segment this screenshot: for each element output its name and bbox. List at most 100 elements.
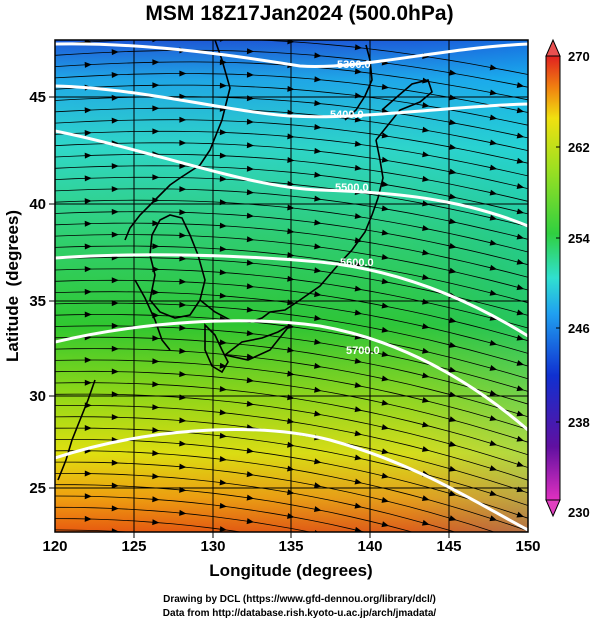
wind-arrow [287,204,295,211]
wind-arrow [489,365,498,371]
colorbar-tick-246: 246 [568,321,590,336]
wind-arrow [219,362,227,369]
streamline [55,370,528,443]
wind-arrow [219,245,227,252]
wind-arrow [314,52,322,59]
streamline [55,438,528,519]
wind-arrow [354,44,363,51]
wind-arrow [354,502,363,509]
wind-arrow [422,175,430,182]
wind-arrow [381,205,390,212]
wind-arrow [314,76,322,83]
wind-arrow [314,100,322,107]
wind-arrow [354,478,363,485]
wind-arrow [516,385,525,392]
wind-arrow [111,163,119,170]
streamline [55,348,528,418]
wind-arrow [381,546,389,554]
wind-arrow [152,519,160,526]
wind-arrow [421,421,430,428]
streamline [55,96,528,139]
wind-arrow [516,157,525,164]
wind-arrow [111,186,119,193]
wind-arrow [381,181,390,188]
y-tick-25: 25 [29,480,46,497]
streamline [55,461,496,532]
streamline [55,234,528,291]
wind-arrow [381,132,390,139]
wind-arrow [287,85,295,92]
wind-arrow [111,322,119,329]
x-tick-130: 130 [200,538,225,555]
wind-arrow [314,458,322,465]
wind-arrow [219,269,227,276]
wind-arrow [489,415,498,421]
wind-arrow [516,183,525,190]
wind-arrow [314,195,322,202]
wind-arrow [449,218,457,225]
wind-arrow [381,351,390,358]
colorbar: 270 262 254 246 238 230 [545,38,590,520]
wind-arrow [516,208,525,215]
wind-arrow [246,400,254,407]
wind-arrow [152,40,160,43]
wind-arrow [219,129,227,136]
wind-arrow [111,414,119,421]
wind-arrow [152,289,160,296]
wind-arrow [489,490,498,497]
wind-arrow [516,486,525,493]
wind-arrow [489,264,498,271]
wind-arrow [219,526,227,532]
wind-arrow [247,542,255,549]
wind-arrow [287,418,295,425]
wind-arrow [489,465,498,471]
wind-arrow [422,102,430,109]
wind-arrow [111,117,119,124]
wind-arrow [381,375,390,382]
wind-arrow [314,386,322,393]
wind-arrow [381,326,390,333]
wind-arrow [179,186,187,193]
wind-arrow [516,511,525,518]
wind-arrow [449,416,457,423]
wind-arrow [246,518,254,525]
colorbar-tick-238: 238 [568,415,590,430]
wind-arrow [152,105,160,112]
credit-data-source: Data from http://database.rish.kyoto-u.a… [162,608,437,619]
wind-arrow [111,368,119,375]
streamline [55,188,528,240]
wind-arrow [516,284,525,291]
wind-arrow [179,324,187,331]
wind-arrow [246,71,254,78]
wind-arrow [219,222,227,229]
colorbar-tick-230: 230 [568,505,590,520]
wind-arrow [354,285,363,292]
wind-arrow [449,366,457,373]
wind-arrow [179,463,187,470]
wind-arrow [219,292,227,299]
wind-arrow [111,528,119,532]
contour-label-5400: 5400.0 [330,109,364,121]
colorbar-tick-270: 270 [568,49,590,64]
wind-arrow [422,274,430,280]
wind-arrow [422,372,430,379]
wind-arrow [489,139,498,146]
wind-arrow [179,116,187,123]
contour-label-5500: 5500.0 [335,182,369,194]
wind-arrow [354,92,363,99]
wind-arrow [287,133,295,140]
contour-label-5700: 5700.0 [346,345,380,357]
wind-arrow [516,461,525,467]
colorbar-tick-254: 254 [568,231,590,246]
wind-arrow [246,353,254,360]
wind-arrow [314,315,322,321]
wind-arrow [111,391,119,398]
wind-arrow [246,330,254,337]
wind-arrow [287,346,295,353]
wind-arrow [516,435,525,442]
wind-arrow [111,459,119,466]
wind-arrow [421,446,430,452]
wind-arrow [516,132,525,139]
wind-arrow [84,220,92,227]
y-tick-40: 40 [29,196,46,213]
